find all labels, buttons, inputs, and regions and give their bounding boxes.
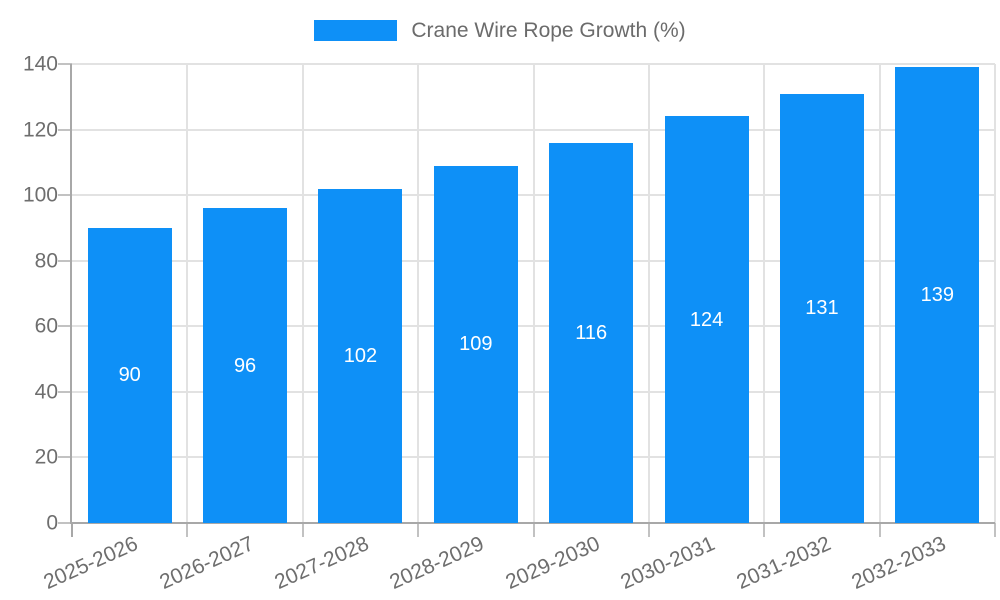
y-tick-label: 120	[22, 118, 58, 142]
bar[interactable]	[895, 67, 980, 523]
x-gridline	[301, 64, 304, 523]
bar-value-label: 131	[805, 297, 839, 320]
bar-value-label: 124	[689, 308, 724, 331]
y-tick-label: 0	[46, 511, 58, 535]
bar[interactable]	[87, 227, 172, 523]
bar[interactable]	[779, 93, 864, 523]
x-tick	[878, 523, 881, 537]
x-tick	[532, 523, 535, 537]
bar-value-label: 96	[233, 354, 257, 377]
y-tick	[58, 63, 72, 65]
x-tick	[186, 523, 189, 537]
x-tick-label: 2028-2029	[386, 532, 488, 594]
bar-value-label: 116	[575, 321, 608, 344]
x-tick	[301, 523, 304, 537]
x-gridline	[994, 64, 996, 523]
x-tick-label: 2032-2033	[848, 532, 950, 594]
x-gridline	[647, 64, 650, 523]
y-tick-label: 80	[34, 249, 58, 273]
bar-value-label: 90	[118, 364, 141, 387]
x-tick	[763, 523, 766, 537]
bar[interactable]	[203, 208, 288, 523]
bar-value-label: 109	[459, 333, 493, 356]
bar-value-label: 139	[920, 284, 954, 307]
x-tick-label: 2031-2032	[732, 532, 834, 594]
bar[interactable]	[664, 116, 749, 523]
bar-value-label: 102	[343, 344, 378, 367]
x-tick-label: 2030-2031	[617, 532, 719, 594]
x-tick	[647, 523, 650, 537]
y-tick	[58, 522, 72, 524]
y-tick	[58, 128, 72, 131]
x-tick	[994, 523, 996, 537]
y-tick-label: 40	[34, 380, 58, 404]
bar[interactable]	[433, 165, 518, 523]
x-gridline	[186, 64, 189, 523]
x-gridline	[763, 64, 766, 523]
y-tick-label: 60	[34, 314, 58, 338]
x-tick	[71, 523, 73, 537]
y-tick	[58, 194, 72, 197]
y-tick-label: 140	[22, 52, 58, 76]
y-tick-label: 20	[34, 445, 58, 469]
legend-swatch	[314, 20, 398, 41]
x-tick-label: 2026-2027	[155, 532, 258, 594]
bar[interactable]	[318, 188, 403, 523]
y-tick	[58, 456, 72, 459]
y-tick-label: 100	[22, 183, 58, 207]
x-tick	[417, 523, 420, 537]
x-tick-label: 2029-2030	[502, 532, 604, 594]
y-axis-line	[70, 64, 72, 523]
x-gridline	[417, 64, 420, 523]
legend-label: Crane Wire Rope Growth (%)	[411, 19, 686, 42]
x-gridline	[878, 64, 881, 523]
x-tick-label: 2027-2028	[271, 532, 373, 594]
legend[interactable]: Crane Wire Rope Growth (%)	[0, 20, 1000, 41]
y-tick	[58, 259, 72, 262]
y-tick	[58, 325, 72, 328]
bar[interactable]	[549, 142, 634, 523]
x-tick-label: 2025-2026	[40, 532, 142, 594]
x-gridline	[532, 64, 535, 523]
y-tick	[58, 390, 72, 393]
x-axis-line	[70, 522, 995, 524]
